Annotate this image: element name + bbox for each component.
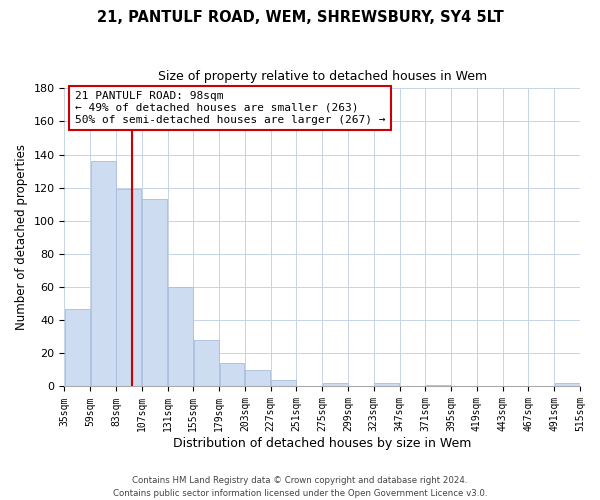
Bar (426, 385, 451, 386)
Bar (65, 308, 90, 386)
Bar (323, 383, 347, 386)
Bar (554, 383, 580, 386)
Bar (116, 190, 142, 386)
Bar (168, 287, 193, 386)
Title: Size of property relative to detached houses in Wem: Size of property relative to detached ho… (158, 70, 487, 83)
Y-axis label: Number of detached properties: Number of detached properties (15, 144, 28, 330)
Text: 21, PANTULF ROAD, WEM, SHREWSBURY, SY4 5LT: 21, PANTULF ROAD, WEM, SHREWSBURY, SY4 5… (97, 10, 503, 25)
X-axis label: Distribution of detached houses by size in Wem: Distribution of detached houses by size … (173, 437, 472, 450)
Text: 21 PANTULF ROAD: 98sqm
← 49% of detached houses are smaller (263)
50% of semi-de: 21 PANTULF ROAD: 98sqm ← 49% of detached… (75, 92, 385, 124)
Bar (374, 383, 399, 386)
Bar (142, 200, 167, 386)
Text: Contains HM Land Registry data © Crown copyright and database right 2024.
Contai: Contains HM Land Registry data © Crown c… (113, 476, 487, 498)
Bar (91, 161, 116, 386)
Bar (245, 370, 270, 386)
Bar (271, 380, 296, 386)
Bar (194, 340, 218, 386)
Bar (220, 364, 244, 386)
